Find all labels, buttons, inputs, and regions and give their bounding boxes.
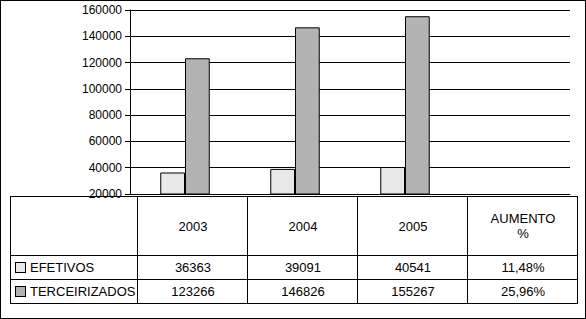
html-text:123266: 123266 (171, 284, 215, 299)
html-text:TERCEIRIZADOS: TERCEIRIZADOS (30, 284, 136, 299)
html-text:146826: 146826 (281, 284, 325, 299)
html-text:25,96%: 25,96% (500, 284, 545, 299)
html-text:EFETIVOS: EFETIVOS (30, 260, 95, 275)
svg-text:160000: 160000 (82, 3, 122, 17)
html-text:2003: 2003 (178, 218, 208, 234)
html-text:2005: 2005 (398, 218, 428, 234)
svg-text:60000: 60000 (89, 134, 123, 148)
html-text:40541: 40541 (394, 260, 431, 275)
svg-text:100000: 100000 (82, 82, 122, 96)
html-text:2004: 2004 (288, 218, 318, 234)
html-text:AUMENTO %: AUMENTO % (490, 211, 556, 241)
svg-text:40000: 40000 (89, 161, 123, 175)
html-text:36363: 36363 (174, 260, 211, 275)
svg-text:20000: 20000 (89, 187, 123, 200)
svg-text:80000: 80000 (89, 108, 123, 122)
svg-text:120000: 120000 (82, 56, 122, 70)
html-text:155267: 155267 (391, 284, 435, 299)
html-text:39091: 39091 (284, 260, 321, 275)
html-text:11,48%: 11,48% (501, 260, 545, 275)
svg-text:140000: 140000 (82, 29, 122, 43)
